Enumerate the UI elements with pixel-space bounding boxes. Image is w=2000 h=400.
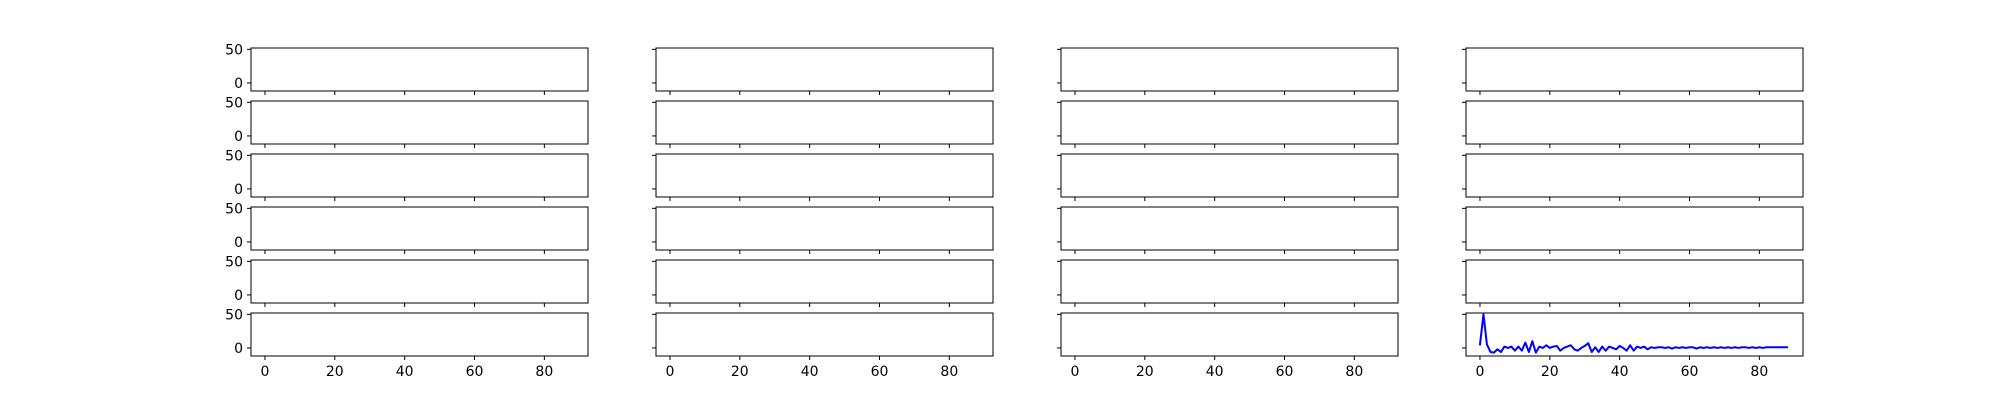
axes-frame-r4-c0 [250, 259, 589, 304]
x-tick-label-r5-c0-1: 20 [326, 364, 344, 380]
axes-frame-r4-c3 [1465, 259, 1804, 304]
x-tick-label-r5-c3-4: 80 [1750, 364, 1768, 380]
axes-frame-r3-c1 [655, 206, 994, 251]
axes-frame-r5-c0 [250, 312, 589, 357]
axes-frame-r1-c0 [250, 100, 589, 145]
x-tick-label-r5-c1-4: 80 [940, 364, 958, 380]
axes-frame-r2-c2 [1060, 153, 1399, 198]
axes-frame-r4-c1 [655, 259, 994, 304]
x-tick-label-r5-c0-4: 80 [535, 364, 553, 380]
y-tick-label-r3-c0-1: 50 [225, 201, 243, 217]
x-tick-label-r5-c0-2: 40 [396, 364, 414, 380]
axes-frame-r1-c2 [1060, 100, 1399, 145]
x-tick-label-r5-c2-2: 40 [1206, 364, 1224, 380]
x-tick-label-r5-c3-1: 20 [1541, 364, 1559, 380]
series-line-r5-c3-0 [1478, 313, 1789, 354]
x-tick-label-r5-c3-2: 40 [1611, 364, 1629, 380]
y-tick-label-r5-c0-0: 0 [234, 341, 243, 357]
x-tick-label-r5-c2-4: 80 [1345, 364, 1363, 380]
axes-frame-r0-c1 [655, 47, 994, 92]
axes-frame-r4-c2 [1060, 259, 1399, 304]
axes-frame-r2-c3 [1465, 153, 1804, 198]
axes-frame-r0-c3 [1465, 47, 1804, 92]
x-tick-label-r5-c2-3: 60 [1276, 364, 1294, 380]
y-tick-label-r2-c0-1: 50 [225, 148, 243, 164]
axes-frame-r5-c1 [655, 312, 994, 357]
axes-frame-r2-c0 [250, 153, 589, 198]
axes-frame-r1-c3 [1465, 100, 1804, 145]
x-tick-label-r5-c3-3: 60 [1681, 364, 1699, 380]
x-tick-label-r5-c0-3: 60 [466, 364, 484, 380]
y-tick-label-r4-c0-1: 50 [225, 254, 243, 270]
axes-frame-r1-c1 [655, 100, 994, 145]
x-tick-label-r5-c1-3: 60 [871, 364, 889, 380]
x-tick-label-r5-c2-1: 20 [1136, 364, 1154, 380]
y-tick-label-r0-c0-1: 50 [225, 42, 243, 58]
axes-frame-r5-c2 [1060, 312, 1399, 357]
axes-frame-r3-c0 [250, 206, 589, 251]
x-tick-label-r5-c3-0: 0 [1476, 364, 1485, 380]
y-tick-label-r1-c0-0: 0 [234, 129, 243, 145]
y-tick-label-r4-c0-0: 0 [234, 288, 243, 304]
x-tick-label-r5-c2-0: 0 [1071, 364, 1080, 380]
axes-frame-r0-c0 [250, 47, 589, 92]
x-tick-label-r5-c1-0: 0 [666, 364, 675, 380]
x-tick-label-r5-c0-0: 0 [261, 364, 270, 380]
y-tick-label-r2-c0-0: 0 [234, 182, 243, 198]
x-tick-label-r5-c1-2: 40 [801, 364, 819, 380]
y-tick-label-r0-c0-0: 0 [234, 76, 243, 92]
axes-frame-r0-c2 [1060, 47, 1399, 92]
x-tick-label-r5-c1-1: 20 [731, 364, 749, 380]
axes-frame-r3-c3 [1465, 206, 1804, 251]
axes-frame-r2-c1 [655, 153, 994, 198]
y-tick-label-r1-c0-1: 50 [225, 95, 243, 111]
y-tick-label-r5-c0-1: 50 [225, 307, 243, 323]
axes-frame-r3-c2 [1060, 206, 1399, 251]
y-tick-label-r3-c0-0: 0 [234, 235, 243, 251]
